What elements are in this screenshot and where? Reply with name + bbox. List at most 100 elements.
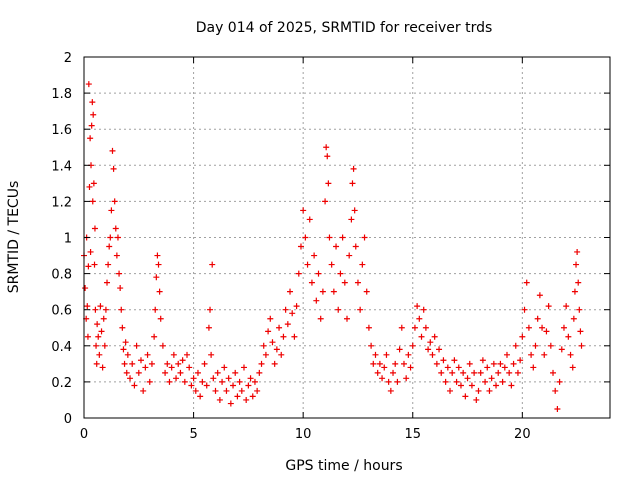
data-point — [89, 99, 96, 106]
data-point — [313, 297, 320, 304]
x-tick-label: 20 — [514, 427, 531, 442]
data-point — [569, 364, 576, 371]
data-point — [269, 339, 276, 346]
data-point — [82, 285, 89, 292]
data-point — [238, 387, 245, 394]
data-point — [420, 306, 427, 313]
data-point — [164, 360, 171, 367]
data-point — [267, 315, 274, 322]
data-point — [247, 375, 254, 382]
data-point — [225, 375, 232, 382]
data-point — [541, 351, 548, 358]
data-point — [121, 360, 128, 367]
plot-frame — [83, 56, 611, 419]
data-point — [278, 351, 285, 358]
data-point — [156, 288, 163, 295]
data-point — [405, 351, 412, 358]
data-point — [381, 364, 388, 371]
data-point — [175, 360, 182, 367]
data-point — [523, 279, 530, 286]
data-point — [95, 333, 102, 340]
data-point — [532, 342, 539, 349]
data-point — [350, 165, 357, 172]
data-point — [256, 369, 263, 376]
data-point — [433, 360, 440, 367]
data-point — [243, 396, 250, 403]
data-point — [570, 315, 577, 322]
data-point — [317, 315, 324, 322]
data-point — [442, 378, 449, 385]
data-point — [565, 333, 572, 340]
data-point — [534, 315, 541, 322]
data-point — [418, 333, 425, 340]
data-point — [190, 375, 197, 382]
data-point — [144, 351, 151, 358]
data-point — [96, 351, 103, 358]
data-point — [567, 351, 574, 358]
data-point — [339, 234, 346, 241]
y-tick-label: 1 — [64, 232, 72, 247]
data-point — [451, 357, 458, 364]
data-point — [102, 306, 109, 313]
data-point — [85, 81, 92, 88]
data-point — [379, 375, 386, 382]
data-point — [462, 393, 469, 400]
data-point — [479, 357, 486, 364]
data-point — [245, 382, 252, 389]
data-point — [234, 393, 241, 400]
data-point — [400, 360, 407, 367]
data-point — [325, 180, 332, 187]
data-point — [87, 135, 94, 142]
data-point — [124, 351, 131, 358]
data-point — [349, 180, 356, 187]
y-tick-labels: 0 0.2 0.4 0.6 0.8 1 1.2 1.4 1.6 1.8 2 — [51, 51, 72, 427]
x-tick-labels: 0 5 10 15 20 — [80, 427, 531, 442]
data-point — [486, 387, 493, 394]
data-point — [107, 234, 114, 241]
data-point — [240, 364, 247, 371]
data-point — [403, 375, 410, 382]
data-point — [560, 324, 567, 331]
data-point — [576, 306, 583, 313]
data-point — [276, 324, 283, 331]
data-point — [547, 342, 554, 349]
data-point — [153, 274, 160, 281]
data-point — [490, 360, 497, 367]
data-point — [236, 378, 243, 385]
data-point — [86, 183, 93, 190]
data-point — [203, 382, 210, 389]
chart-title: Day 014 of 2025, SRMTID for receiver trd… — [196, 20, 493, 36]
data-point — [337, 270, 344, 277]
data-point — [216, 396, 223, 403]
data-point — [357, 306, 364, 313]
data-point — [512, 342, 519, 349]
data-point — [368, 342, 375, 349]
data-point — [159, 342, 166, 349]
data-point — [135, 369, 142, 376]
data-point — [129, 360, 136, 367]
data-point — [111, 198, 118, 205]
data-point — [84, 303, 91, 310]
data-point — [444, 364, 451, 371]
data-point — [425, 346, 432, 353]
data-point — [192, 387, 199, 394]
data-point — [177, 369, 184, 376]
data-point — [133, 342, 140, 349]
x-axis-title: GPS time / hours — [285, 458, 402, 474]
data-point — [359, 261, 366, 268]
data-point — [409, 342, 416, 349]
data-point — [508, 382, 515, 389]
data-point — [197, 393, 204, 400]
data-point — [521, 306, 528, 313]
data-point — [517, 357, 524, 364]
data-point — [118, 306, 125, 313]
y-tick-label: 0.4 — [51, 340, 72, 355]
data-point — [429, 351, 436, 358]
data-point — [416, 315, 423, 322]
data-point — [219, 378, 226, 385]
data-point — [495, 369, 502, 376]
y-tick-label: 1.8 — [51, 87, 72, 102]
data-point — [119, 324, 126, 331]
y-tick-label: 0 — [64, 412, 72, 427]
